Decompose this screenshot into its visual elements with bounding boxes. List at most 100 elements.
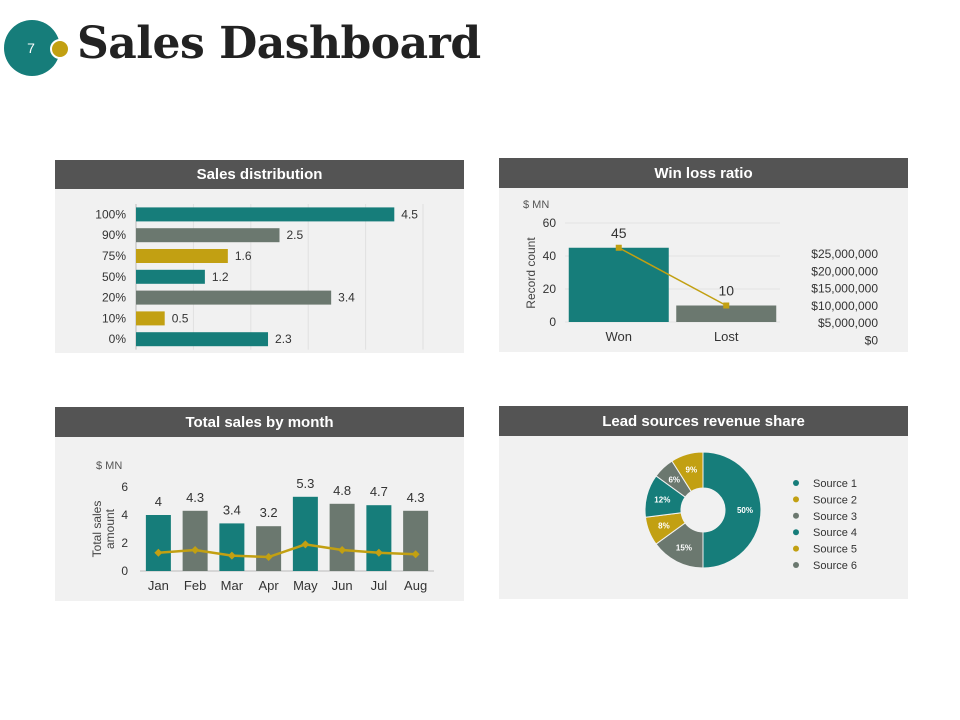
bar xyxy=(366,505,392,571)
bar xyxy=(136,269,205,284)
secondary-axis-label: $15,000,000 xyxy=(811,282,878,296)
y-tick-label: 90% xyxy=(102,228,126,242)
data-label: 10 xyxy=(718,283,734,299)
bar xyxy=(136,332,269,347)
unit-label: $ MN xyxy=(96,460,122,472)
lead-sources-header: Lead sources revenue share xyxy=(499,406,908,436)
x-tick-label: Mar xyxy=(221,578,244,593)
page-title: Sales Dashboard xyxy=(77,18,481,69)
x-tick-label: May xyxy=(293,578,318,593)
y-tick-label: 0 xyxy=(121,564,128,578)
secondary-axis-label: $5,000,000 xyxy=(818,316,878,330)
legend-label: Source 5 xyxy=(813,544,857,556)
y-tick-label: 0 xyxy=(549,315,556,329)
line-point xyxy=(227,551,236,560)
data-label: 4.5 xyxy=(401,207,418,221)
sales-distribution-chart: 100% 4.5 90% 2.5 75% 1.6 50% 1.2 20% 3.4 10% 0.5 0% 2… xyxy=(95,204,424,350)
data-label: 2.5 xyxy=(287,228,304,242)
x-tick-label: Won xyxy=(606,329,633,344)
bar xyxy=(676,305,777,322)
data-label: 3.4 xyxy=(338,291,355,305)
y-tick-label: 60 xyxy=(543,216,557,230)
y-tick-label: 2 xyxy=(121,536,128,550)
y-tick-label: 50% xyxy=(102,270,126,284)
line-point xyxy=(338,546,347,554)
line-point xyxy=(411,550,420,559)
bar xyxy=(136,249,228,263)
line-point xyxy=(154,548,163,557)
y-tick-label: 10% xyxy=(102,311,126,325)
line-point xyxy=(374,548,383,557)
bar xyxy=(256,526,282,571)
unit-label: $ MN xyxy=(523,199,549,211)
y-axis-title: Record count xyxy=(524,237,538,309)
slide-number: 7 xyxy=(27,40,35,56)
data-label: 45 xyxy=(611,225,627,241)
y-axis-title: Total salesamount xyxy=(90,501,117,558)
secondary-axis-label: $20,000,000 xyxy=(811,264,878,278)
win-loss-header: Win loss ratio xyxy=(499,158,908,188)
legend-label: Source 3 xyxy=(813,511,857,523)
line-point xyxy=(264,553,273,561)
data-label: 3.2 xyxy=(260,505,278,520)
bar xyxy=(145,515,171,571)
legend-marker xyxy=(793,529,799,536)
data-label: 4.3 xyxy=(186,490,204,505)
y-tick-label: 0% xyxy=(109,332,127,346)
sales-distribution-header: Sales distribution xyxy=(55,160,464,189)
line-point xyxy=(615,244,622,251)
total-sales-header: Total sales by month xyxy=(55,407,464,437)
data-label: 4.8 xyxy=(333,483,351,498)
y-tick-label: 20 xyxy=(543,282,557,296)
y-tick-label: 6 xyxy=(121,480,128,494)
x-tick-label: Jan xyxy=(148,578,169,593)
slice-label: 50% xyxy=(737,506,753,515)
slice-label: 8% xyxy=(658,521,670,530)
y-tick-label: 20% xyxy=(102,291,126,305)
line-point xyxy=(301,540,310,549)
slice-label: 9% xyxy=(686,466,698,475)
data-label: 0.5 xyxy=(172,311,189,325)
x-tick-label: Feb xyxy=(184,578,206,593)
y-tick-label: 4 xyxy=(121,508,128,522)
legend-label: Source 2 xyxy=(813,494,857,506)
data-label: 1.6 xyxy=(235,249,252,263)
line-series xyxy=(618,247,727,307)
y-tick-label: 40 xyxy=(543,249,557,263)
lead-sources-chart: 50% 15% 8% 12% 6% 9% Source 1 Source 2 Source 3 S… xyxy=(644,451,857,572)
bar xyxy=(568,247,669,322)
x-tick-label: Jul xyxy=(371,578,388,593)
line-series xyxy=(158,543,416,559)
data-label: 2.3 xyxy=(275,332,292,346)
bar xyxy=(329,503,355,571)
data-label: 4.3 xyxy=(407,490,425,505)
x-tick-label: Apr xyxy=(259,578,280,593)
bar xyxy=(136,290,332,305)
bar xyxy=(219,523,245,571)
sales-distribution-panel xyxy=(55,160,464,353)
bar xyxy=(403,510,429,571)
line-point xyxy=(191,546,200,554)
legend-marker xyxy=(793,496,799,503)
legend-label: Source 1 xyxy=(813,478,857,490)
y-tick-label: 75% xyxy=(102,249,126,263)
legend-marker xyxy=(793,480,799,486)
total-sales-chart: $ MN Total salesamount 0 2 4 6 4 Jan 4.3 Feb 3.4 Ma… xyxy=(90,460,434,593)
slice-label: 6% xyxy=(668,475,680,484)
bar xyxy=(182,510,208,571)
data-label: 5.3 xyxy=(296,476,314,491)
data-label: 4.7 xyxy=(370,484,388,499)
x-tick-label: Jun xyxy=(332,578,353,593)
x-tick-label: Lost xyxy=(714,329,739,344)
secondary-axis-label: $0 xyxy=(865,334,879,348)
bar xyxy=(136,207,395,222)
bar xyxy=(136,311,165,326)
secondary-axis-label: $10,000,000 xyxy=(811,299,878,313)
slice-label: 15% xyxy=(676,543,692,552)
bar xyxy=(292,496,318,571)
legend-label: Source 6 xyxy=(813,560,857,572)
donut-slice xyxy=(702,451,762,569)
x-tick-label: Aug xyxy=(404,578,427,593)
data-label: 1.2 xyxy=(212,270,229,284)
donut-slice xyxy=(671,451,704,493)
